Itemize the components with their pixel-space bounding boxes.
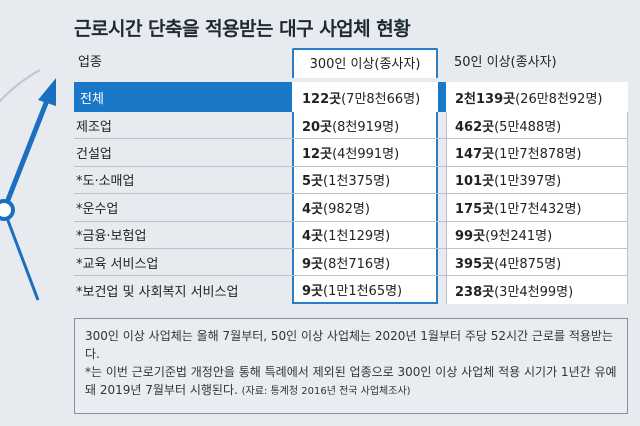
row-industry: *교육 서비스업 — [76, 256, 159, 272]
workers-50: (1만7천432명) — [494, 201, 582, 217]
count-50: 147곳 — [455, 147, 495, 163]
count-300: 20곳 — [302, 119, 333, 135]
row-300: 5곳 (1천375명) — [292, 166, 438, 194]
count-50: 2천139곳 — [455, 91, 516, 107]
row-industry: *보건업 및 사회복지 서비스업 — [76, 284, 239, 300]
count-50: 101곳 — [455, 174, 495, 190]
table-row: *운수업 4곳 (982명) 175곳 (1만7천432명) — [74, 194, 628, 222]
row-50: 99곳 (9천241명) — [446, 221, 628, 248]
row-300: 122곳 (7만8천66명) — [292, 82, 438, 112]
row-industry: 건설업 — [76, 147, 112, 163]
row-industry: *도·소매업 — [76, 174, 135, 190]
row-50: 147곳 (1만7천878명) — [446, 139, 628, 166]
workers-300: (1천129명) — [323, 229, 391, 245]
row-50: 175곳 (1만7천432명) — [446, 194, 628, 221]
count-50: 175곳 — [455, 201, 495, 217]
row-300: 4곳 (1천129명) — [292, 221, 438, 248]
row-industry: *운수업 — [76, 201, 119, 217]
count-50: 462곳 — [455, 119, 495, 135]
row-industry: *금융·보험업 — [76, 229, 147, 245]
row-300: 4곳 (982명) — [292, 194, 438, 221]
data-table: 전체 122곳 (7만8천66명) 2천139곳 (26만8천92명) 제조업 20… — [74, 82, 628, 304]
row-300: 9곳 (1만1천65명) — [292, 276, 438, 304]
count-300: 9곳 — [302, 256, 324, 272]
table-row: *도·소매업 5곳 (1천375명) 101곳 (1만397명) — [74, 166, 628, 195]
footnote-line-1: 300인 이상 사업체는 올해 7월부터, 50인 이상 사업체는 2020년 … — [85, 329, 614, 361]
workers-300: (982명) — [323, 201, 370, 217]
workers-300: (1천375명) — [323, 174, 391, 190]
count-300: 4곳 — [302, 229, 324, 245]
workers-300: (1만1천65명) — [323, 283, 403, 299]
count-300: 9곳 — [302, 283, 324, 299]
table-row: *금융·보험업 4곳 (1천129명) 99곳 (9천241명) — [74, 221, 628, 249]
workers-300: (4천991명) — [332, 147, 400, 163]
header-300: 300인 이상(종사자) — [292, 48, 438, 78]
row-50: 395곳 (4만875명) — [446, 248, 628, 276]
count-50: 238곳 — [455, 284, 495, 300]
header-industry: 업종 — [78, 55, 102, 70]
workers-300: (8천716명) — [323, 256, 391, 272]
table-header: 업종 300인 이상(종사자) 50인 이상(종사자) — [74, 48, 628, 78]
row-300: 20곳 (8천919명) — [292, 112, 438, 139]
table-row: 제조업 20곳 (8천919명) 462곳 (5만488명) — [74, 112, 628, 140]
row-50: 2천139곳 (26만8천92명) — [446, 82, 628, 112]
count-300: 122곳 — [302, 91, 342, 107]
table-row: *보건업 및 사회복지 서비스업 9곳 (1만1천65명) 238곳 (3만4천99… — [74, 276, 628, 304]
count-50: 395곳 — [455, 256, 495, 272]
row-industry: 전체 — [80, 91, 104, 107]
count-50: 99곳 — [455, 229, 486, 245]
page-title: 근로시간 단축을 적용받는 대구 사업체 현황 — [74, 18, 411, 40]
count-300: 12곳 — [302, 147, 333, 163]
row-300: 9곳 (8천716명) — [292, 248, 438, 276]
table-row-total: 전체 122곳 (7만8천66명) 2천139곳 (26만8천92명) — [74, 82, 628, 112]
row-300: 12곳 (4천991명) — [292, 139, 438, 166]
table-row: *교육 서비스업 9곳 (8천716명) 395곳 (4만875명) — [74, 248, 628, 277]
workers-50: (4만875명) — [494, 256, 562, 272]
workers-50: (9천241명) — [485, 229, 553, 245]
count-300: 5곳 — [302, 174, 324, 190]
workers-50: (26만8천92명) — [515, 91, 603, 107]
footnote-line-2: *는 이번 근로기준법 개정안을 통해 특례에서 제외된 업종으로 300인 이… — [85, 363, 617, 401]
footnote-box: 300인 이상 사업체는 올해 7월부터, 50인 이상 사업체는 2020년 … — [74, 318, 628, 414]
workers-50: (5만488명) — [494, 119, 562, 135]
header-50: 50인 이상(종사자) — [454, 55, 557, 70]
row-50: 462곳 (5만488명) — [446, 112, 628, 139]
row-50: 101곳 (1만397명) — [446, 166, 628, 194]
source-note: (자료: 통계청 2016년 전국 사업체조사) — [241, 386, 411, 397]
footnote-asterisk-note: *는 이번 근로기준법 개정안을 통해 특례에서 제외된 업종으로 300인 이… — [85, 365, 617, 397]
workers-300: (8천919명) — [332, 119, 400, 135]
row-industry: 제조업 — [76, 119, 112, 135]
workers-50: (3만4천99명) — [494, 284, 574, 300]
workers-50: (1만397명) — [494, 174, 562, 190]
workers-50: (1만7천878명) — [494, 147, 582, 163]
count-300: 4곳 — [302, 201, 324, 217]
row-50: 238곳 (3만4천99명) — [446, 276, 628, 304]
workers-300: (7만8천66명) — [341, 91, 421, 107]
table-row: 건설업 12곳 (4천991명) 147곳 (1만7천878명) — [74, 139, 628, 167]
